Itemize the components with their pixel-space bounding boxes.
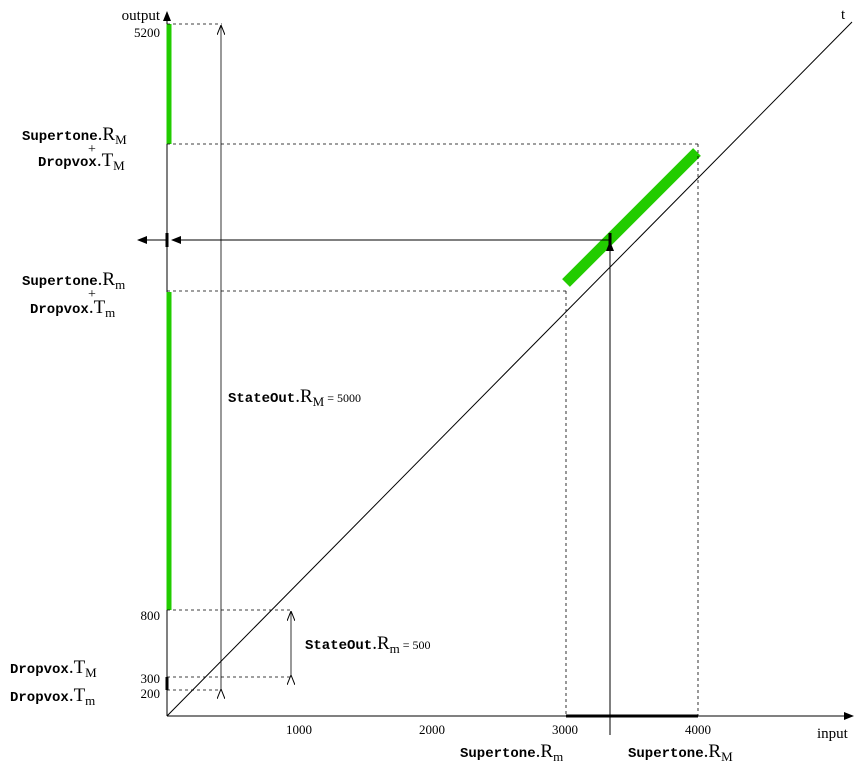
x-tick-1000: 1000 [286,722,312,737]
y-axis-label: output [122,8,161,24]
y-tick-800: 800 [141,608,161,623]
label-stateout-RM: StateOut.RM = 5000 [228,386,361,409]
label-plus-2: + [88,287,96,302]
x-tick-4000: 4000 [685,722,711,737]
label-dropvox-Tm-2: Dropvox.Tm [10,685,95,708]
y-tick-200: 200 [141,686,161,701]
label-supertone-RM: Supertone.RM [22,124,127,147]
label-dropvox-Tm-1: Dropvox.Tm [30,297,115,320]
label-stateout-Rm: StateOut.Rm = 500 [305,633,431,656]
label-x-supertone-Rm: Supertone.Rm [460,741,563,764]
label-plus-1: + [88,142,96,157]
label-x-supertone-RM: Supertone.RM [628,741,733,764]
guide-lines [167,23,699,716]
mapped-segment [562,148,701,287]
x-axis-label: input [817,726,849,742]
diagonal-label: t [841,7,846,23]
label-dropvox-TM-1: Dropvox.TM [38,150,125,173]
x-tick-2000: 2000 [419,722,445,737]
y-tick-5200: 5200 [134,25,160,40]
y-tick-300: 300 [141,671,161,686]
label-dropvox-TM-2: Dropvox.TM [10,657,97,680]
identity-line [166,21,853,717]
x-tick-3000: 3000 [552,722,578,737]
label-supertone-Rm: Supertone.Rm [22,269,125,292]
